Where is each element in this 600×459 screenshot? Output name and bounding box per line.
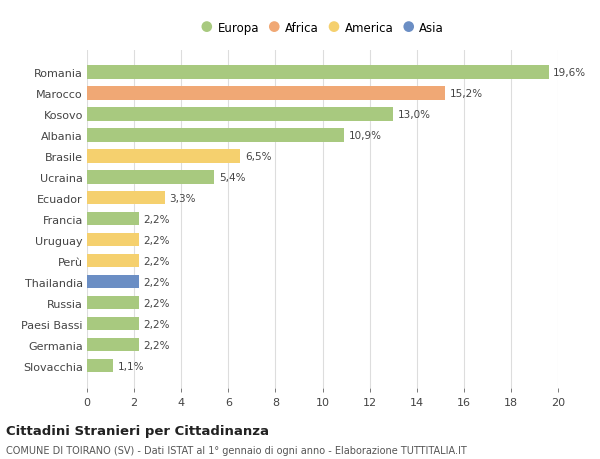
Text: 6,5%: 6,5%: [245, 151, 271, 162]
Bar: [87, 170, 214, 184]
Text: 2,2%: 2,2%: [143, 235, 170, 245]
Bar: [87, 275, 139, 289]
Bar: [87, 359, 113, 373]
Text: 2,2%: 2,2%: [143, 214, 170, 224]
Bar: [87, 150, 240, 163]
Bar: [87, 191, 165, 205]
Text: 5,4%: 5,4%: [219, 172, 245, 182]
Text: COMUNE DI TOIRANO (SV) - Dati ISTAT al 1° gennaio di ogni anno - Elaborazione TU: COMUNE DI TOIRANO (SV) - Dati ISTAT al 1…: [6, 445, 467, 455]
Text: 10,9%: 10,9%: [349, 130, 382, 140]
Text: 1,1%: 1,1%: [118, 361, 144, 371]
Bar: [87, 213, 139, 226]
Text: 3,3%: 3,3%: [169, 193, 196, 203]
Text: 13,0%: 13,0%: [398, 110, 431, 119]
Text: 19,6%: 19,6%: [553, 67, 586, 78]
Text: 2,2%: 2,2%: [143, 277, 170, 287]
Text: 15,2%: 15,2%: [449, 89, 483, 99]
Bar: [87, 338, 139, 352]
Bar: [87, 317, 139, 330]
Text: 2,2%: 2,2%: [143, 256, 170, 266]
Bar: [87, 296, 139, 310]
Text: Cittadini Stranieri per Cittadinanza: Cittadini Stranieri per Cittadinanza: [6, 425, 269, 437]
Bar: [87, 254, 139, 268]
Bar: [87, 108, 393, 121]
Text: 2,2%: 2,2%: [143, 298, 170, 308]
Legend: Europa, Africa, America, Asia: Europa, Africa, America, Asia: [199, 19, 446, 37]
Bar: [87, 233, 139, 247]
Text: 2,2%: 2,2%: [143, 319, 170, 329]
Bar: [87, 129, 344, 142]
Text: 2,2%: 2,2%: [143, 340, 170, 350]
Bar: [87, 66, 548, 79]
Bar: [87, 87, 445, 101]
